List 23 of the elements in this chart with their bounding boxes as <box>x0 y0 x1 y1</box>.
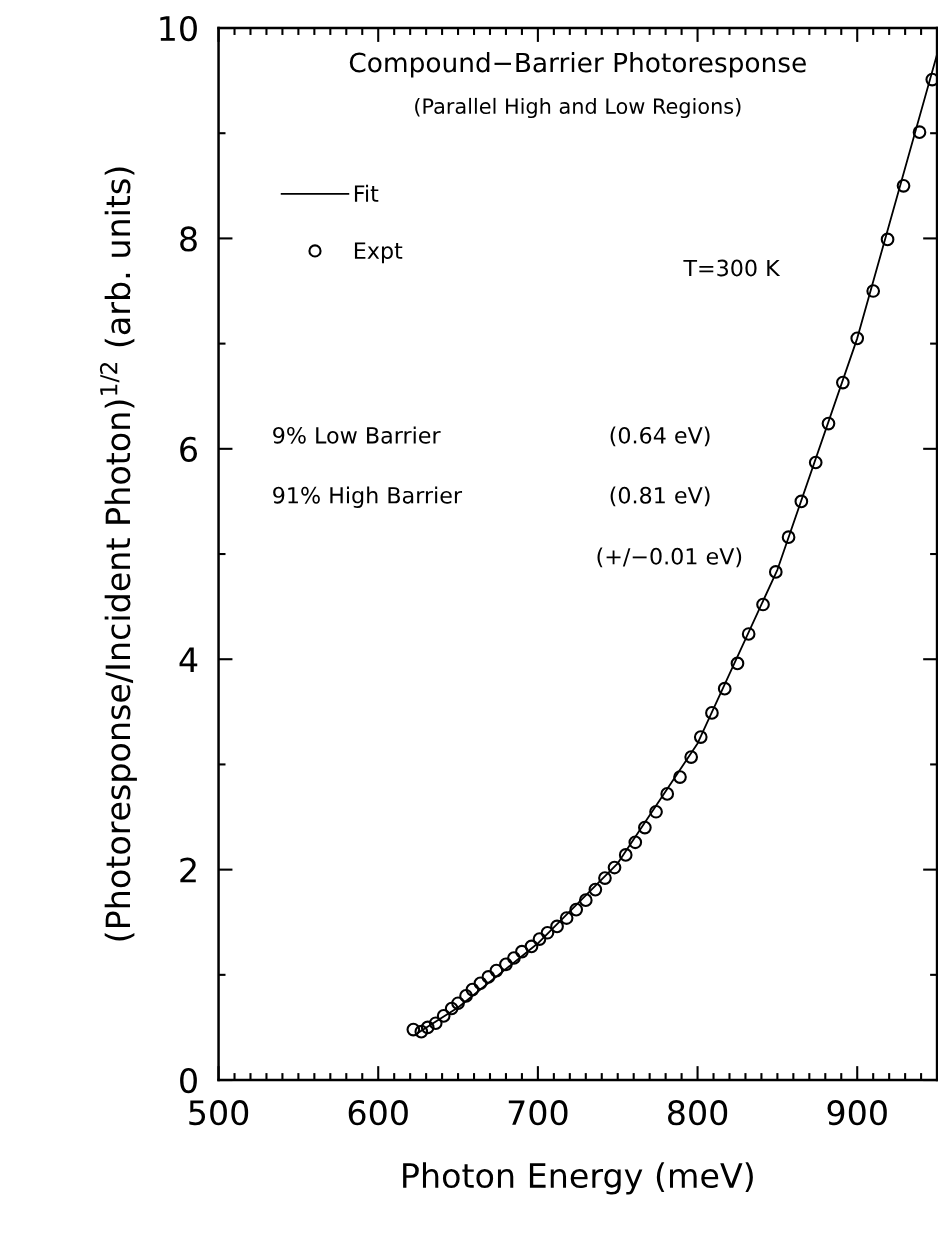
legend-label: Expt <box>354 242 403 264</box>
text: Compound−Barrier Photoresponse <box>349 52 806 78</box>
annotation: (0.81 eV) <box>610 486 710 507</box>
y-tick-label: 4 <box>179 647 198 672</box>
y-tick-label: 10 <box>160 15 197 42</box>
x-tick-label: 700 <box>508 1100 568 1126</box>
annotation: 91% High Barrier <box>273 486 463 508</box>
legend-label: Fit <box>354 184 379 202</box>
y-tick-label: 0 <box>180 1067 197 1094</box>
x-axis-title: Photon Energy (meV) <box>403 1162 753 1195</box>
text: (Parallel High and Low Regions) <box>415 97 741 119</box>
x-tick-label: 800 <box>668 1100 728 1126</box>
y-tick-label: 6 <box>180 436 198 462</box>
y-tick-label: 8 <box>180 226 197 252</box>
x-tick-label: 500 <box>189 1100 249 1126</box>
annotation: (0.64 eV) <box>610 426 710 447</box>
x-tick-label: 600 <box>348 1100 408 1126</box>
y-axis-title: (Photoresponse/Incident Photon)$^{1/2}$ (arb. units) <box>99 167 137 941</box>
annotation: T=300 K <box>683 259 781 277</box>
annotation: 9% Low Barrier <box>273 426 441 444</box>
x-tick-label: 900 <box>827 1100 887 1126</box>
annotation: (+/−0.01 eV) <box>597 547 742 568</box>
y-tick-label: 2 <box>180 857 196 883</box>
